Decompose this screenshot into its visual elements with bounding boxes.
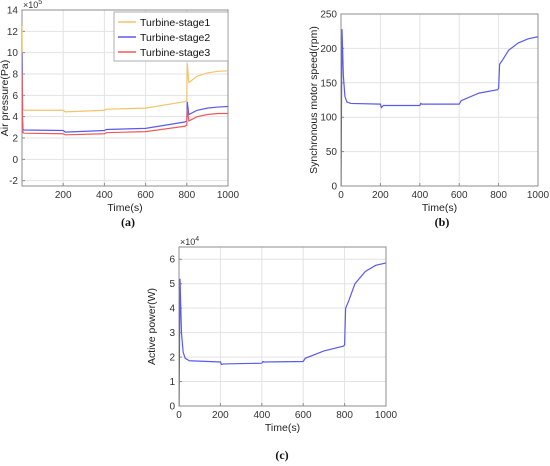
y-tick-label: 0 xyxy=(331,182,337,193)
y-exponent-power: 5 xyxy=(38,0,42,6)
plot-area xyxy=(179,247,386,406)
x-tick-label: 1000 xyxy=(217,190,240,201)
chart-panel-2: 0 200 400 600 800 1000 0 50 100 150 200 250 Time(s) S… xyxy=(308,10,550,230)
panel-label: (a) xyxy=(121,215,135,229)
plot-area xyxy=(341,14,538,186)
y-axis-label: Active power(W) xyxy=(146,288,158,365)
x-tick-label: 400 xyxy=(96,190,113,201)
y-tick-label: 100 xyxy=(320,113,337,124)
legend-entry: Turbine-stage2 xyxy=(140,32,210,44)
legend-entry: Turbine-stage3 xyxy=(140,47,210,59)
x-tick-label: 1000 xyxy=(375,410,398,421)
x-tick-label: 400 xyxy=(411,190,428,201)
y-tick-label: 12 xyxy=(7,27,19,38)
y-tick-label: 0 xyxy=(12,155,18,166)
series-line-main xyxy=(179,262,386,406)
plot-frame xyxy=(178,246,387,407)
y-tick-label: 2 xyxy=(169,353,175,364)
y-tick-label: 2 xyxy=(12,134,18,145)
x-tick-label: 600 xyxy=(451,190,468,201)
y-tick-label: 6 xyxy=(169,255,175,266)
y-exponent-base: ×10 xyxy=(23,0,38,10)
chart-panel-1: 200 400 600 800 1000 -2 0 2 4 6 8 10 12 14 ×105 Time(s)… xyxy=(0,0,240,229)
y-tick-label: 150 xyxy=(320,78,337,89)
x-tick-label: 200 xyxy=(55,190,72,201)
y-tick-label: 4 xyxy=(169,304,175,315)
y-axis-label: Air pressure(Pa) xyxy=(0,60,11,136)
legend: Turbine-stage1 Turbine-stage2 Turbine-stag… xyxy=(113,11,229,62)
y-exponent-base: ×10 xyxy=(180,237,195,247)
y-tick-label: 0 xyxy=(169,402,175,413)
x-tick-label: 200 xyxy=(372,190,389,201)
x-tick-label: 0 xyxy=(338,190,344,201)
x-tick-label: 800 xyxy=(336,410,353,421)
y-tick-label: 250 xyxy=(320,10,337,21)
y-tick-label: 8 xyxy=(12,70,18,81)
y-exponent-label: ×105 xyxy=(23,0,42,10)
y-tick-label: 50 xyxy=(326,147,338,158)
x-tick-label: 600 xyxy=(295,410,312,421)
panel-label: (b) xyxy=(435,215,450,229)
series-line-main xyxy=(341,29,538,186)
y-axis-label: Synchronous motor speed(rpm) xyxy=(308,26,320,174)
y-tick-label: 6 xyxy=(12,91,18,102)
x-tick-label: 800 xyxy=(490,190,507,201)
series-line-turbine-stage1 xyxy=(22,25,228,113)
chart-panel-3: 0 200 400 600 800 10000123456×104Time(s)Activ… xyxy=(146,236,398,462)
x-tick-label: 0 xyxy=(176,410,182,421)
x-axis-label: Time(s) xyxy=(107,202,142,214)
y-tick-label: 3 xyxy=(169,328,175,339)
legend-entry: Turbine-stage1 xyxy=(140,17,210,29)
y-tick-label: 14 xyxy=(7,6,19,17)
y-tick-label: 1 xyxy=(169,377,175,388)
y-exponent-power: 4 xyxy=(195,236,199,243)
y-exponent-label: ×104 xyxy=(180,236,199,247)
x-tick-label: 1000 xyxy=(527,190,550,201)
y-tick-label: 5 xyxy=(169,279,175,290)
y-tick-label: -2 xyxy=(9,176,18,187)
x-tick-label: 800 xyxy=(178,190,195,201)
y-tick-label: 4 xyxy=(12,112,18,123)
y-tick-label: 200 xyxy=(320,44,337,55)
x-tick-label: 600 xyxy=(137,190,154,201)
y-tick-label: 10 xyxy=(7,48,19,59)
x-axis-label: Time(s) xyxy=(265,422,300,434)
x-tick-label: 400 xyxy=(253,410,270,421)
x-axis-label: Time(s) xyxy=(422,202,457,214)
panel-label: (c) xyxy=(275,448,288,462)
x-tick-label: 200 xyxy=(212,410,229,421)
series-line-turbine-stage3 xyxy=(22,73,228,136)
series-line-turbine-stage2 xyxy=(22,52,228,133)
